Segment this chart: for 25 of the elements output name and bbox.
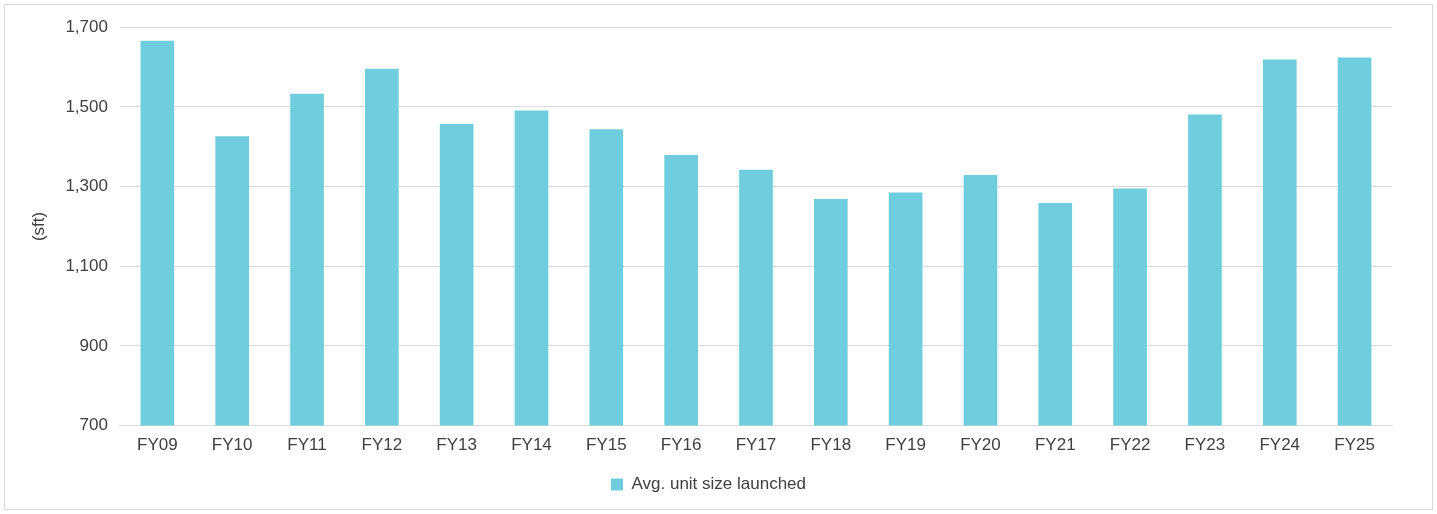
x-tick-label: FY25 <box>1334 435 1375 455</box>
y-tick-label: 700 <box>79 415 108 435</box>
x-tick-label: FY10 <box>211 435 253 455</box>
x-tick-label: FY17 <box>735 435 777 455</box>
y-tick-label: 900 <box>79 335 108 355</box>
x-tick-label: FY14 <box>511 435 552 455</box>
x-tick-label: FY23 <box>1184 435 1226 455</box>
x-tick-label: FY12 <box>361 435 403 455</box>
x-tick-label: FY18 <box>810 435 852 455</box>
y-tick-label: 1,100 <box>65 255 108 275</box>
x-tick-label: FY16 <box>660 435 702 455</box>
x-tick-label: FY20 <box>960 435 1001 455</box>
x-tick-label: FY11 <box>287 435 327 455</box>
x-tick-label: FY09 <box>137 435 178 455</box>
y-tick-label: 1,300 <box>65 176 108 196</box>
y-tick-label: 1,700 <box>65 16 108 36</box>
legend-label: Avg. unit size launched <box>631 474 807 494</box>
x-tick-label: FY13 <box>436 435 477 455</box>
x-tick-label: FY15 <box>586 435 627 455</box>
x-tick-label: FY19 <box>885 435 926 455</box>
x-tick-label: FY22 <box>1109 435 1151 455</box>
x-tick-label: FY24 <box>1259 435 1301 455</box>
x-tick-label: FY21 <box>1034 435 1076 455</box>
y-tick-label: 1,500 <box>65 96 108 116</box>
y-axis-title: (sft) <box>28 211 48 242</box>
